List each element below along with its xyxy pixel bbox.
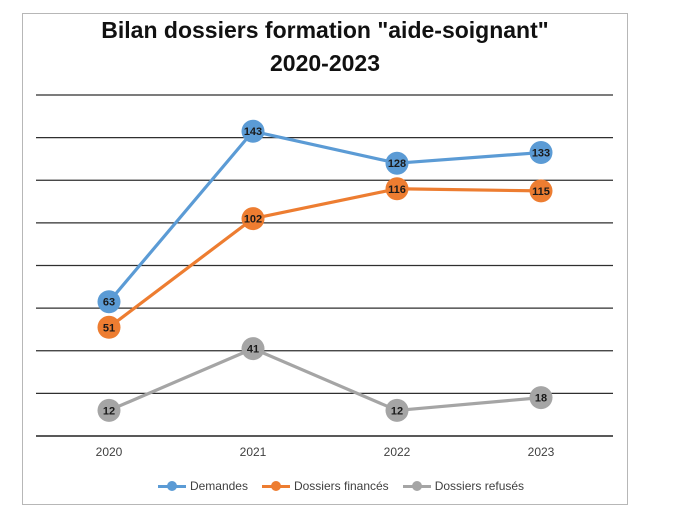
- legend-label: Demandes: [189, 479, 248, 493]
- data-label: 102: [244, 214, 262, 226]
- data-point: [97, 315, 121, 339]
- data-label: 12: [391, 405, 403, 417]
- chart-title-block: Bilan dossiers formation "aide-soignant"…: [22, 14, 628, 80]
- data-point: [97, 290, 121, 314]
- data-label: 18: [535, 393, 547, 405]
- x-tick-label: 2022: [384, 445, 411, 459]
- data-point: [241, 337, 265, 361]
- x-tick-label: 2020: [96, 445, 123, 459]
- x-tick-label: 2023: [528, 445, 555, 459]
- data-point: [241, 207, 265, 231]
- data-label: 63: [103, 297, 115, 309]
- data-point: [529, 386, 553, 410]
- series-lines: [107, 129, 542, 413]
- data-label: 116: [388, 184, 406, 196]
- data-point: [97, 398, 121, 422]
- data-point: [529, 141, 553, 165]
- data-point: [385, 177, 409, 201]
- data-point: [385, 151, 409, 175]
- series-line: [108, 187, 542, 329]
- legend-item: Dossiers refusés: [402, 479, 525, 493]
- series-line: [108, 347, 542, 413]
- legend-swatch: [402, 480, 431, 492]
- data-label: 12: [103, 405, 115, 417]
- data-point: [385, 398, 409, 422]
- series-line: [107, 129, 542, 303]
- data-label: 133: [532, 148, 550, 160]
- legend-label: Dossiers financés: [293, 479, 389, 493]
- chart-title: Bilan dossiers formation "aide-soignant": [101, 17, 549, 43]
- legend-label: Dossiers refusés: [434, 479, 525, 493]
- data-label: 115: [532, 186, 550, 198]
- data-point: [241, 119, 265, 143]
- x-axis-tick-labels: 2020 2021 2022 2023: [96, 445, 555, 459]
- chart-subtitle: 2020-2023: [270, 50, 380, 76]
- data-label: 51: [103, 322, 115, 334]
- data-label: 41: [247, 344, 259, 356]
- x-tick-label: 2021: [240, 445, 267, 459]
- legend-item: Dossiers financés: [261, 479, 389, 493]
- legend-swatch: [261, 480, 290, 492]
- series-points: 63 143 128 133 51 102 116 115 12 41 12 18: [97, 119, 553, 422]
- data-point: [529, 179, 553, 203]
- data-label: 143: [244, 126, 262, 138]
- chart-legend: Demandes Dossiers financés Dossiers refusé…: [0, 476, 682, 496]
- data-label: 128: [388, 158, 406, 170]
- legend-item: Demandes: [157, 479, 248, 493]
- legend-swatch: [157, 480, 186, 492]
